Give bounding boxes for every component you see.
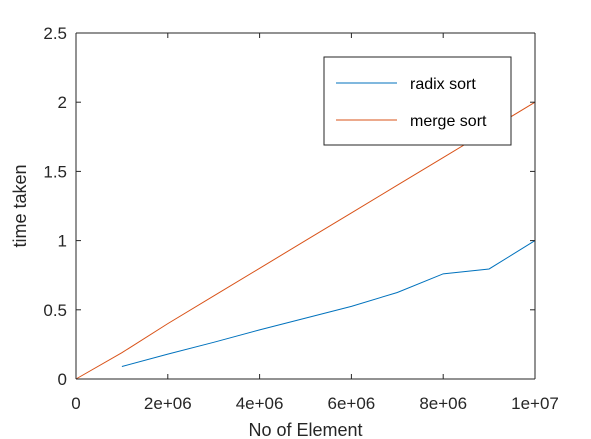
x-tick-label: 8e+06: [419, 394, 467, 413]
legend-label-merge-sort: merge sort: [410, 113, 487, 130]
y-tick-label: 2: [58, 93, 67, 112]
legend-label-radix-sort: radix sort: [410, 76, 476, 93]
series-line-merge-sort: [75, 101, 536, 380]
x-tick-label: 2e+06: [144, 394, 192, 413]
axes-layer: [75, 32, 536, 380]
series-layer: [75, 101, 536, 380]
x-axis-label: No of Element: [248, 420, 362, 439]
y-tick-label: 0: [58, 370, 67, 389]
y-tick-label: 2.5: [43, 24, 67, 43]
legend-box: [323, 56, 512, 146]
x-tick-label: 0: [71, 394, 80, 413]
y-tick-label: 1.5: [43, 162, 67, 181]
x-tick-label: 4e+06: [236, 394, 284, 413]
y-tick-label: 1: [58, 232, 67, 251]
x-tick-label: 1e+07: [511, 394, 559, 413]
ticks-layer: 0 2e+06 4e+06 6e+06 8e+06 1e+07 0 0.5 1 1.5 2 2.5: [43, 24, 559, 413]
legend: radix sort merge sort: [323, 56, 512, 146]
y-axis-label: time taken: [10, 164, 30, 247]
x-tick-label: 6e+06: [328, 394, 376, 413]
series-line-radix-sort: [121, 240, 536, 368]
y-tick-label: 0.5: [43, 301, 67, 320]
